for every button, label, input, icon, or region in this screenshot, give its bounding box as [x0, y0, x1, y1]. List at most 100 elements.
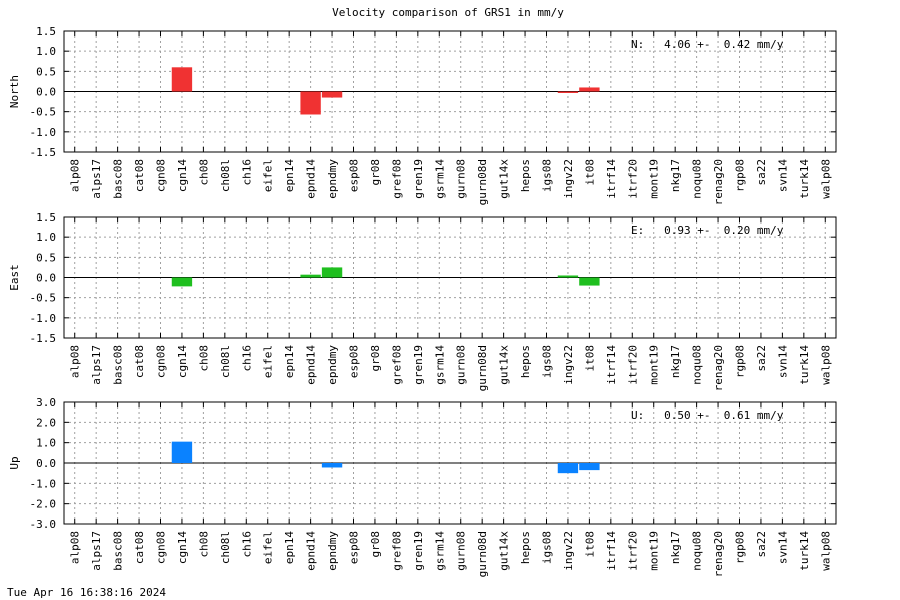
north-bar-it08: [579, 87, 600, 92]
north-xtick-label: gurn08: [455, 159, 468, 199]
north-annotation: N: 4.06 +- 0.42 mm/y: [631, 38, 784, 51]
east-bar-epndmy: [321, 267, 343, 278]
up-bar-it08: [579, 463, 600, 471]
chart-title: Velocity comparison of GRS1 in mm/y: [332, 6, 564, 19]
east-xtick-label: ch08: [197, 345, 210, 372]
east-xtick-label: renag20: [712, 345, 725, 391]
north-ytick-label: 0.0: [36, 86, 56, 99]
up-xtick-label: eifel: [262, 531, 275, 564]
north-bar-epndmy: [321, 91, 343, 98]
east-xtick-label: epnd14: [305, 345, 318, 385]
east-xtick-label: gurn08: [455, 345, 468, 385]
up-xtick-label: gref08: [390, 531, 403, 571]
up-xtick-label: epn14: [283, 531, 296, 564]
north-xtick-label: cgn14: [176, 159, 189, 192]
east-bar-epnd14: [300, 274, 321, 278]
north-ytick-label: 1.0: [36, 45, 56, 58]
up-xtick-label: ch08l: [219, 531, 232, 564]
up-xtick-label: basc08: [112, 531, 125, 571]
east-xtick-label: gren19: [412, 345, 425, 385]
east-xtick-label: esp08: [348, 345, 361, 378]
timestamp: Tue Apr 16 16:38:16 2024: [7, 586, 166, 599]
north-xtick-label: gr08: [369, 159, 382, 186]
east-bar-cgn14: [171, 277, 193, 287]
up-xtick-label: noqu08: [691, 531, 704, 571]
north-xtick-label: epnd14: [305, 159, 318, 199]
east-xtick-label: cat08: [133, 345, 146, 378]
east-xtick-label: itrf14: [605, 345, 618, 385]
up-xtick-label: rgp08: [734, 531, 747, 564]
up-annotation: U: 0.50 +- 0.61 mm/y: [631, 409, 784, 422]
up-xtick-label: epndmy: [326, 531, 339, 571]
up-bar-cgn14: [171, 441, 193, 463]
east-xtick-label: gut14x: [498, 345, 511, 385]
up-xtick-label: sa22: [755, 531, 768, 558]
east-xtick-label: turk14: [798, 345, 811, 385]
east-xtick-label: ch08l: [219, 345, 232, 378]
east-xtick-label: gr08: [369, 345, 382, 372]
east-xtick-label: nkg17: [669, 345, 682, 378]
up-ytick-label: 2.0: [36, 416, 56, 429]
north-bar-epnd14: [300, 91, 321, 115]
east-bar-ingv22: [557, 275, 579, 278]
east-xtick-label: cgn08: [155, 345, 168, 378]
east-bar-it08: [579, 277, 600, 286]
east-xtick-label: cgn14: [176, 345, 189, 378]
up-ytick-label: -3.0: [30, 518, 57, 531]
east-xtick-label: ch16: [240, 345, 253, 372]
north-ytick-label: 1.5: [36, 25, 56, 38]
east-xtick-label: svn14: [776, 345, 789, 378]
up-xtick-label: esp08: [348, 531, 361, 564]
east-xtick-label: itrf20: [626, 345, 639, 385]
east-xtick-label: gref08: [390, 345, 403, 385]
east-xtick-label: noqu08: [691, 345, 704, 385]
north-ytick-label: -0.5: [30, 106, 57, 119]
north-xtick-label: basc08: [112, 159, 125, 199]
north-xtick-label: cgn08: [155, 159, 168, 192]
north-xtick-label: epn14: [283, 159, 296, 192]
north-xtick-label: walp08: [819, 159, 832, 199]
up-ytick-label: 0.0: [36, 457, 56, 470]
east-ytick-label: -1.5: [30, 332, 57, 345]
east-xtick-label: igs08: [541, 345, 554, 378]
up-xtick-label: alps17: [90, 531, 103, 571]
east-xtick-label: walp08: [819, 345, 832, 385]
up-bar-epndmy: [321, 463, 343, 468]
north-xtick-label: alps17: [90, 159, 103, 199]
east-xtick-label: sa22: [755, 345, 768, 372]
east-xtick-label: epn14: [283, 345, 296, 378]
north-ylabel: North: [8, 75, 21, 108]
north-xtick-label: itrf20: [626, 159, 639, 199]
east-xtick-label: eifel: [262, 345, 275, 378]
east-ytick-label: 0.5: [36, 251, 56, 264]
north-xtick-label: gut14x: [498, 159, 511, 199]
up-xtick-label: gr08: [369, 531, 382, 558]
north-xtick-label: epndmy: [326, 159, 339, 199]
north-xtick-label: gsrm14: [433, 159, 446, 199]
north-xtick-label: nkg17: [669, 159, 682, 192]
east-xtick-label: mont19: [648, 345, 661, 385]
up-xtick-label: ch08: [197, 531, 210, 558]
north-xtick-label: turk14: [798, 159, 811, 199]
up-xtick-label: turk14: [798, 531, 811, 571]
up-xtick-label: igs08: [541, 531, 554, 564]
east-xtick-label: gurn08d: [476, 345, 489, 391]
east-xtick-label: epndmy: [326, 345, 339, 385]
north-xtick-label: noqu08: [691, 159, 704, 199]
east-xtick-label: it08: [583, 345, 596, 372]
north-xtick-label: sa22: [755, 159, 768, 186]
east-xtick-label: ingv22: [562, 345, 575, 385]
north-xtick-label: ch16: [240, 159, 253, 186]
up-ytick-label: -1.0: [30, 477, 57, 490]
up-xtick-label: mont19: [648, 531, 661, 571]
north-bar-cgn14: [171, 67, 193, 92]
up-xtick-label: renag20: [712, 531, 725, 577]
north-xtick-label: mont19: [648, 159, 661, 199]
up-xtick-label: gurn08: [455, 531, 468, 571]
north-xtick-label: ingv22: [562, 159, 575, 199]
up-xtick-label: it08: [583, 531, 596, 558]
north-xtick-label: gren19: [412, 159, 425, 199]
north-xtick-label: hepos: [519, 159, 532, 192]
up-ytick-label: -2.0: [30, 498, 57, 511]
